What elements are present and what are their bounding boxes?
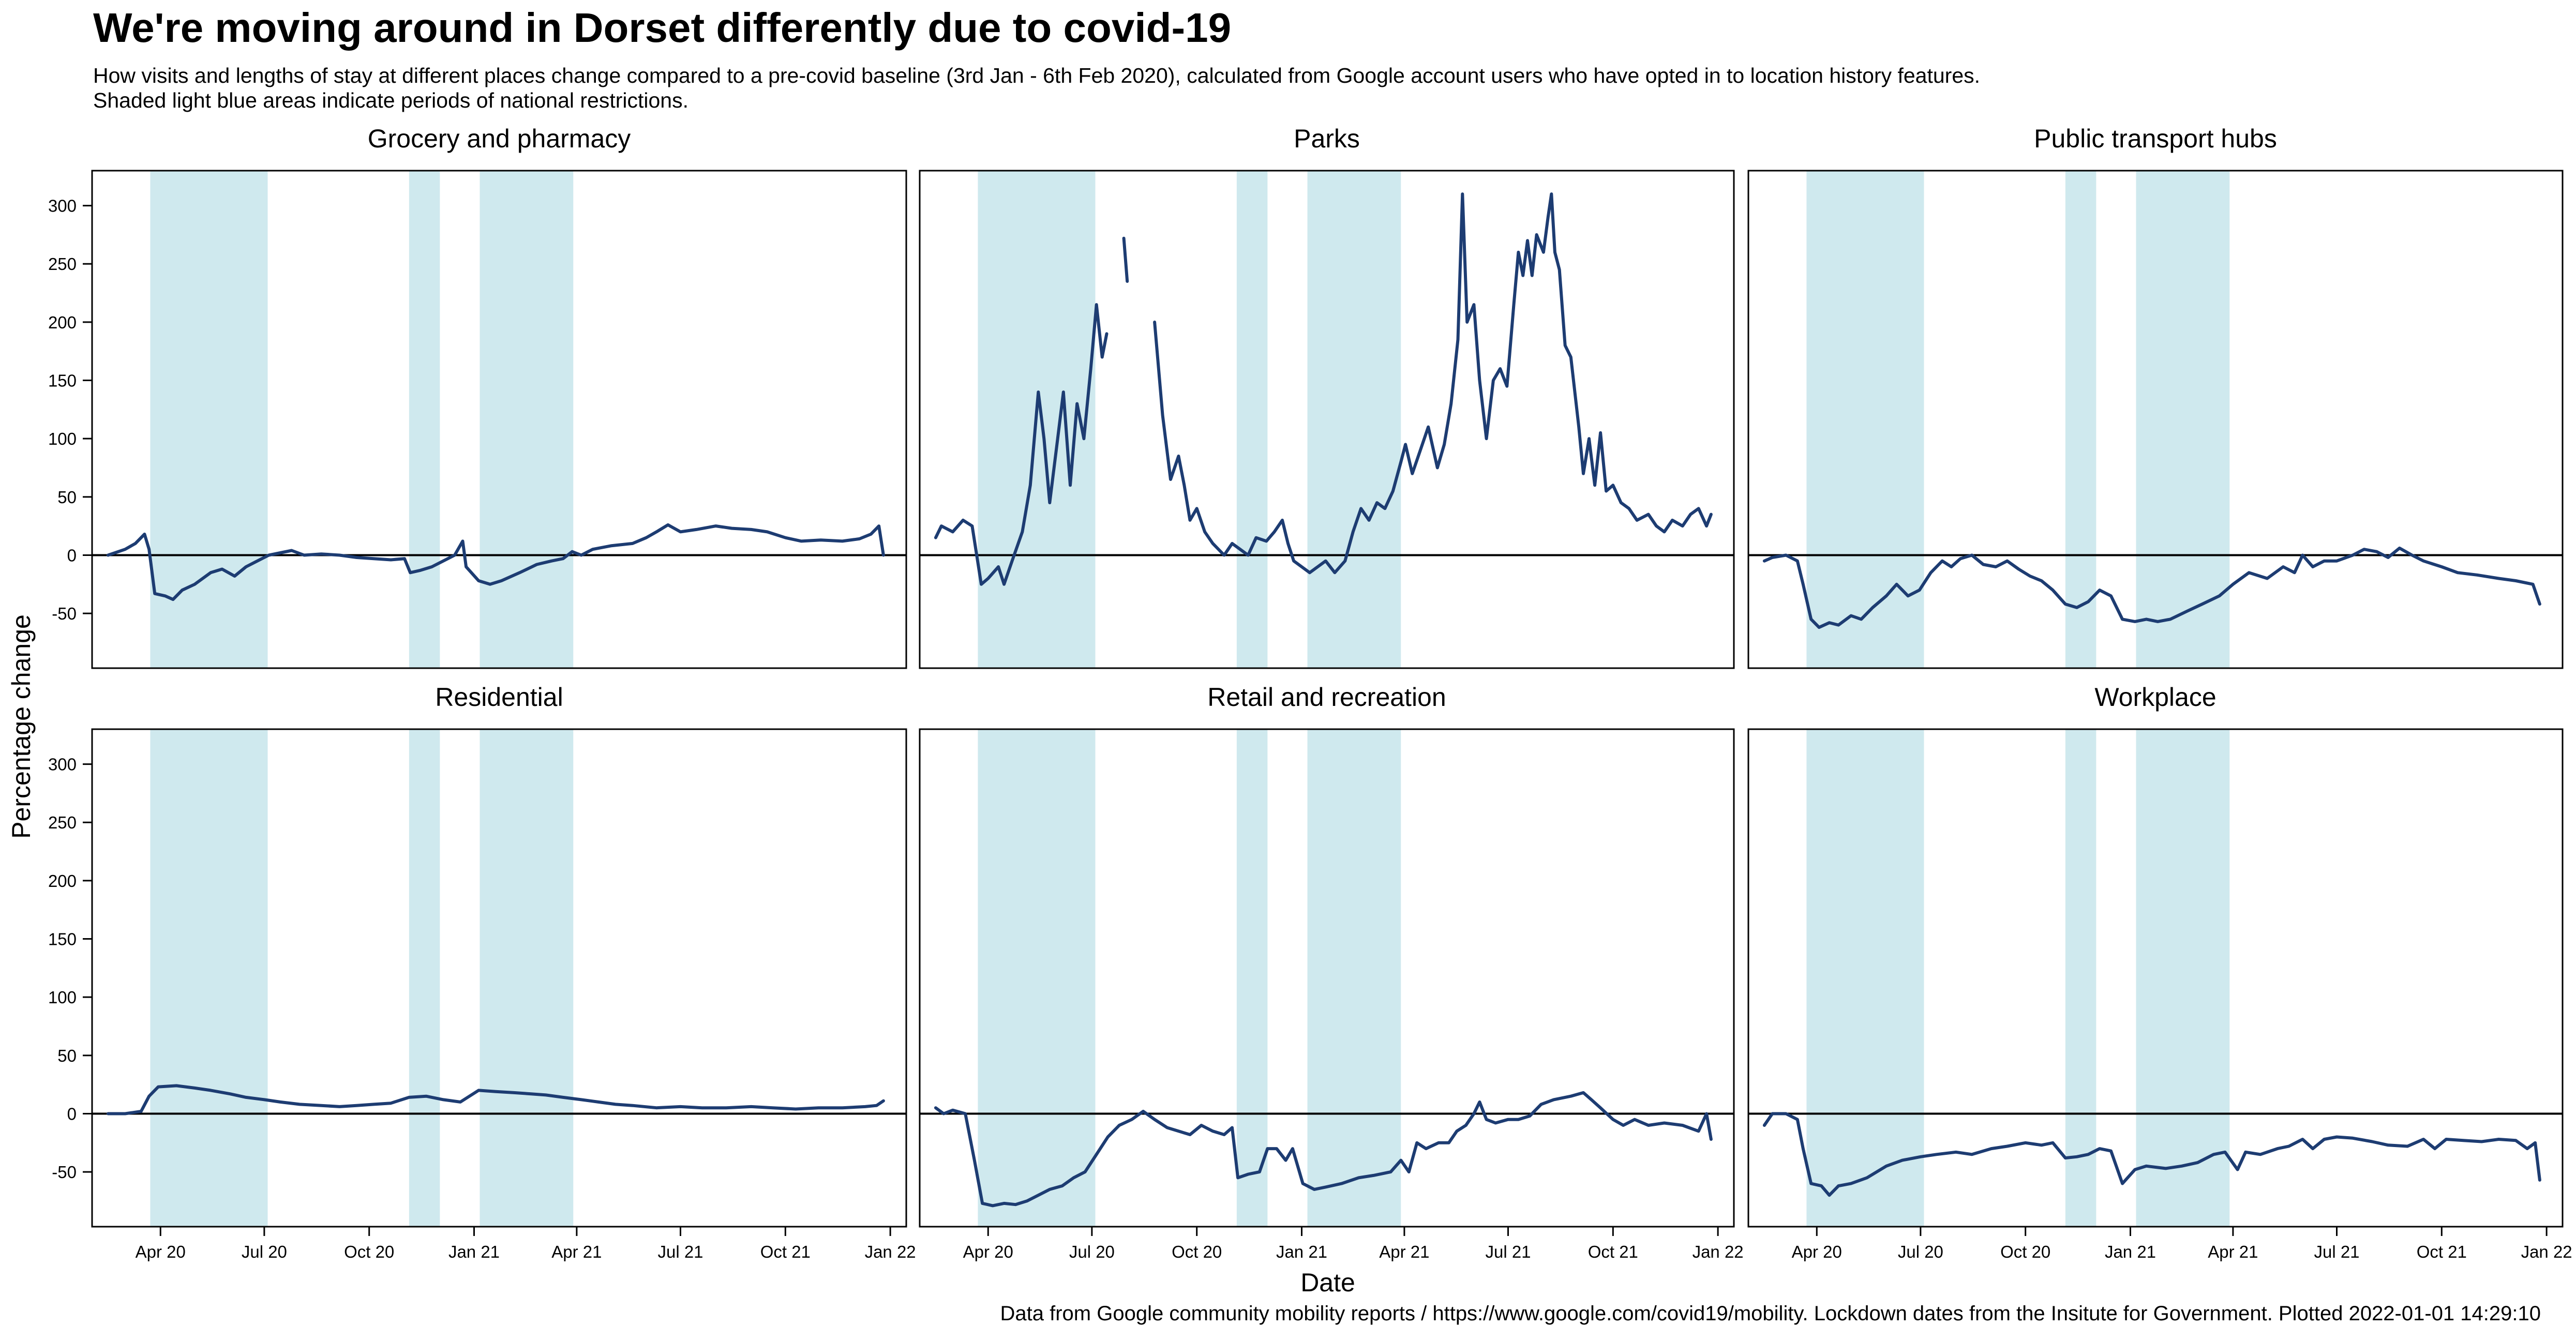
x-tick-label: Jul 20 — [242, 1242, 287, 1261]
panel-public-transport-hubs: Public transport hubs — [1747, 124, 2564, 669]
panel-grocery-and-pharmacy: Grocery and pharmacy -50 0 50 100 150 200 250 30… — [48, 124, 907, 669]
y-tick-label: 300 — [48, 197, 77, 216]
panel-frame — [1747, 728, 2564, 1228]
panel-retail-and-recreation: Retail and recreation Apr 20 Jul 20 Oct 20 J… — [919, 683, 1744, 1261]
restriction-band — [150, 729, 268, 1227]
y-tick-label: 50 — [57, 488, 77, 507]
x-tick-label: Oct 20 — [1172, 1242, 1222, 1261]
panel-frame — [919, 170, 1735, 669]
restriction-band — [1806, 171, 1924, 668]
restriction-band — [409, 729, 440, 1227]
series-line — [934, 1091, 1713, 1208]
x-tick-label: Jan 22 — [2521, 1242, 2572, 1261]
x-tick-label: Jul 21 — [1485, 1242, 1531, 1261]
x-tick-label: Apr 20 — [963, 1242, 1013, 1261]
x-tick-label: Oct 20 — [344, 1242, 394, 1261]
x-tick-label: Jul 21 — [2314, 1242, 2359, 1261]
panel-frame — [919, 728, 1735, 1228]
facet-title: Workplace — [2094, 683, 2216, 712]
panel-parks: Parks — [919, 124, 1735, 669]
x-tick-label: Apr 20 — [1792, 1242, 1842, 1261]
restriction-band — [1806, 729, 1924, 1227]
y-tick-label: 200 — [48, 313, 77, 332]
panel-workplace: Workplace Apr 20 Jul 20 Oct 20 Jan 21 Apr 21 J… — [1747, 683, 2572, 1261]
restriction-band — [2065, 729, 2096, 1227]
x-axis-label: Date — [1300, 1268, 1355, 1297]
series-line — [1762, 1112, 2541, 1197]
x-tick-label: Jan 21 — [1276, 1242, 1327, 1261]
x-tick-label: Oct 21 — [760, 1242, 811, 1261]
source-caption: Data from Google community mobility repo… — [1000, 1302, 2541, 1325]
restriction-band — [480, 729, 574, 1227]
y-tick-label: 100 — [48, 988, 77, 1007]
series-line — [106, 523, 885, 601]
y-tick-label: 100 — [48, 429, 77, 448]
series-line — [934, 192, 1713, 586]
y-tick-label: 150 — [48, 930, 77, 949]
restriction-band — [978, 729, 1096, 1227]
restriction-band — [2065, 171, 2096, 668]
x-tick-label: Oct 21 — [1588, 1242, 1638, 1261]
facet-title: Retail and recreation — [1207, 683, 1446, 712]
restriction-band — [2136, 171, 2230, 668]
x-tick-label: Jul 21 — [657, 1242, 703, 1261]
restriction-band — [409, 171, 440, 668]
x-tick-label: Jul 20 — [1898, 1242, 1943, 1261]
facet-title: Grocery and pharmacy — [368, 124, 631, 153]
restriction-band — [1236, 171, 1268, 668]
x-tick-label: Oct 21 — [2417, 1242, 2467, 1261]
restriction-band — [1307, 171, 1401, 668]
restriction-band — [480, 171, 574, 668]
restriction-band — [1236, 729, 1268, 1227]
y-tick-label: 50 — [57, 1046, 77, 1065]
x-tick-label: Jan 22 — [1693, 1242, 1744, 1261]
y-tick-label: 250 — [48, 254, 77, 274]
y-tick-label: -50 — [52, 1163, 77, 1182]
facet-title: Parks — [1294, 124, 1360, 153]
y-tick-label: 0 — [67, 546, 77, 565]
x-tick-label: Jul 20 — [1069, 1242, 1115, 1261]
subtitle-line-1: How visits and lengths of stay at differ… — [93, 64, 1981, 87]
y-tick-label: 250 — [48, 813, 77, 832]
restriction-band — [150, 171, 268, 668]
x-tick-label: Apr 21 — [2208, 1242, 2258, 1261]
x-tick-label: Oct 20 — [2000, 1242, 2050, 1261]
chart-subtitle: How visits and lengths of stay at differ… — [93, 63, 2524, 113]
x-tick-label: Apr 20 — [136, 1242, 186, 1261]
facet-title: Residential — [435, 683, 563, 712]
facet-title: Public transport hubs — [2034, 124, 2277, 153]
subtitle-line-2: Shaded light blue areas indicate periods… — [93, 88, 688, 112]
panel-frame — [91, 170, 907, 669]
series-line — [1762, 546, 2541, 629]
x-tick-label: Jan 21 — [448, 1242, 500, 1261]
restriction-band — [2136, 729, 2230, 1227]
x-tick-label: Apr 21 — [551, 1242, 602, 1261]
panel-frame — [1747, 170, 2564, 669]
y-tick-label: 300 — [48, 755, 77, 774]
x-tick-label: Jan 21 — [2105, 1242, 2156, 1261]
series-line — [106, 1084, 885, 1115]
y-tick-label: 150 — [48, 371, 77, 390]
y-tick-label: -50 — [52, 604, 77, 623]
restriction-band — [1307, 729, 1401, 1227]
x-tick-label: Apr 21 — [1379, 1242, 1429, 1261]
y-axis-label: Percentage change — [7, 614, 36, 839]
panel-frame — [91, 728, 907, 1228]
y-tick-label: 0 — [67, 1104, 77, 1123]
y-tick-label: 200 — [48, 871, 77, 891]
panel-residential: Residential -50 0 50 100 150 200 250 300 Apr 20 Ju… — [48, 683, 916, 1261]
chart-title: We're moving around in Dorset differentl… — [93, 5, 1232, 51]
x-tick-label: Jan 22 — [865, 1242, 916, 1261]
